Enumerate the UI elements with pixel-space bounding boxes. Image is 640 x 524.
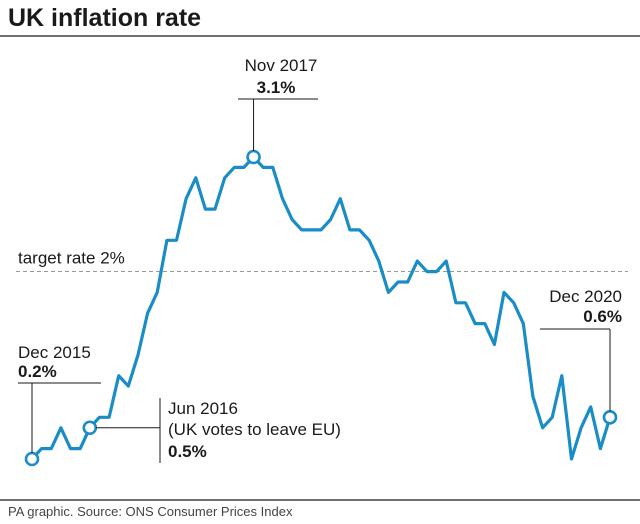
annotation-dec-2020-value: 0.6% (583, 307, 622, 326)
annotation-dec-2020-label: Dec 2020 (549, 287, 622, 306)
annotation-jun-2016-label: Jun 2016 (168, 399, 238, 418)
annotation-dec-2015-value: 0.2% (18, 362, 57, 381)
point-jun-2016 (82, 420, 98, 436)
annotation-nov-2017-label: Nov 2017 (245, 56, 318, 75)
annotation-nov-2017: Nov 2017 3.1% (238, 56, 318, 151)
point-dec-2020 (602, 410, 618, 425)
data-points (24, 149, 618, 467)
source-note: PA graphic. Source: ONS Consumer Prices … (8, 504, 293, 519)
annotation-nov-2017-value: 3.1% (257, 78, 296, 97)
annotation-jun-2016: Jun 2016 (UK votes to leave EU) 0.5% (95, 398, 341, 463)
cpi-series-line (30, 155, 612, 461)
target-rate-label: target rate 2% (18, 249, 125, 268)
point-nov-2017 (246, 149, 261, 165)
annotation-dec-2020: Dec 2020 0.6% (540, 287, 622, 412)
annotation-jun-2016-value: 0.5% (168, 442, 207, 461)
chart-title: UK inflation rate (8, 4, 201, 32)
point-dec-2015 (24, 451, 40, 467)
annotation-dec-2015: Dec 2015 0.2% (18, 343, 101, 453)
annotation-jun-2016-note: (UK votes to leave EU) (168, 420, 341, 439)
annotation-dec-2015-label: Dec 2015 (18, 343, 91, 362)
